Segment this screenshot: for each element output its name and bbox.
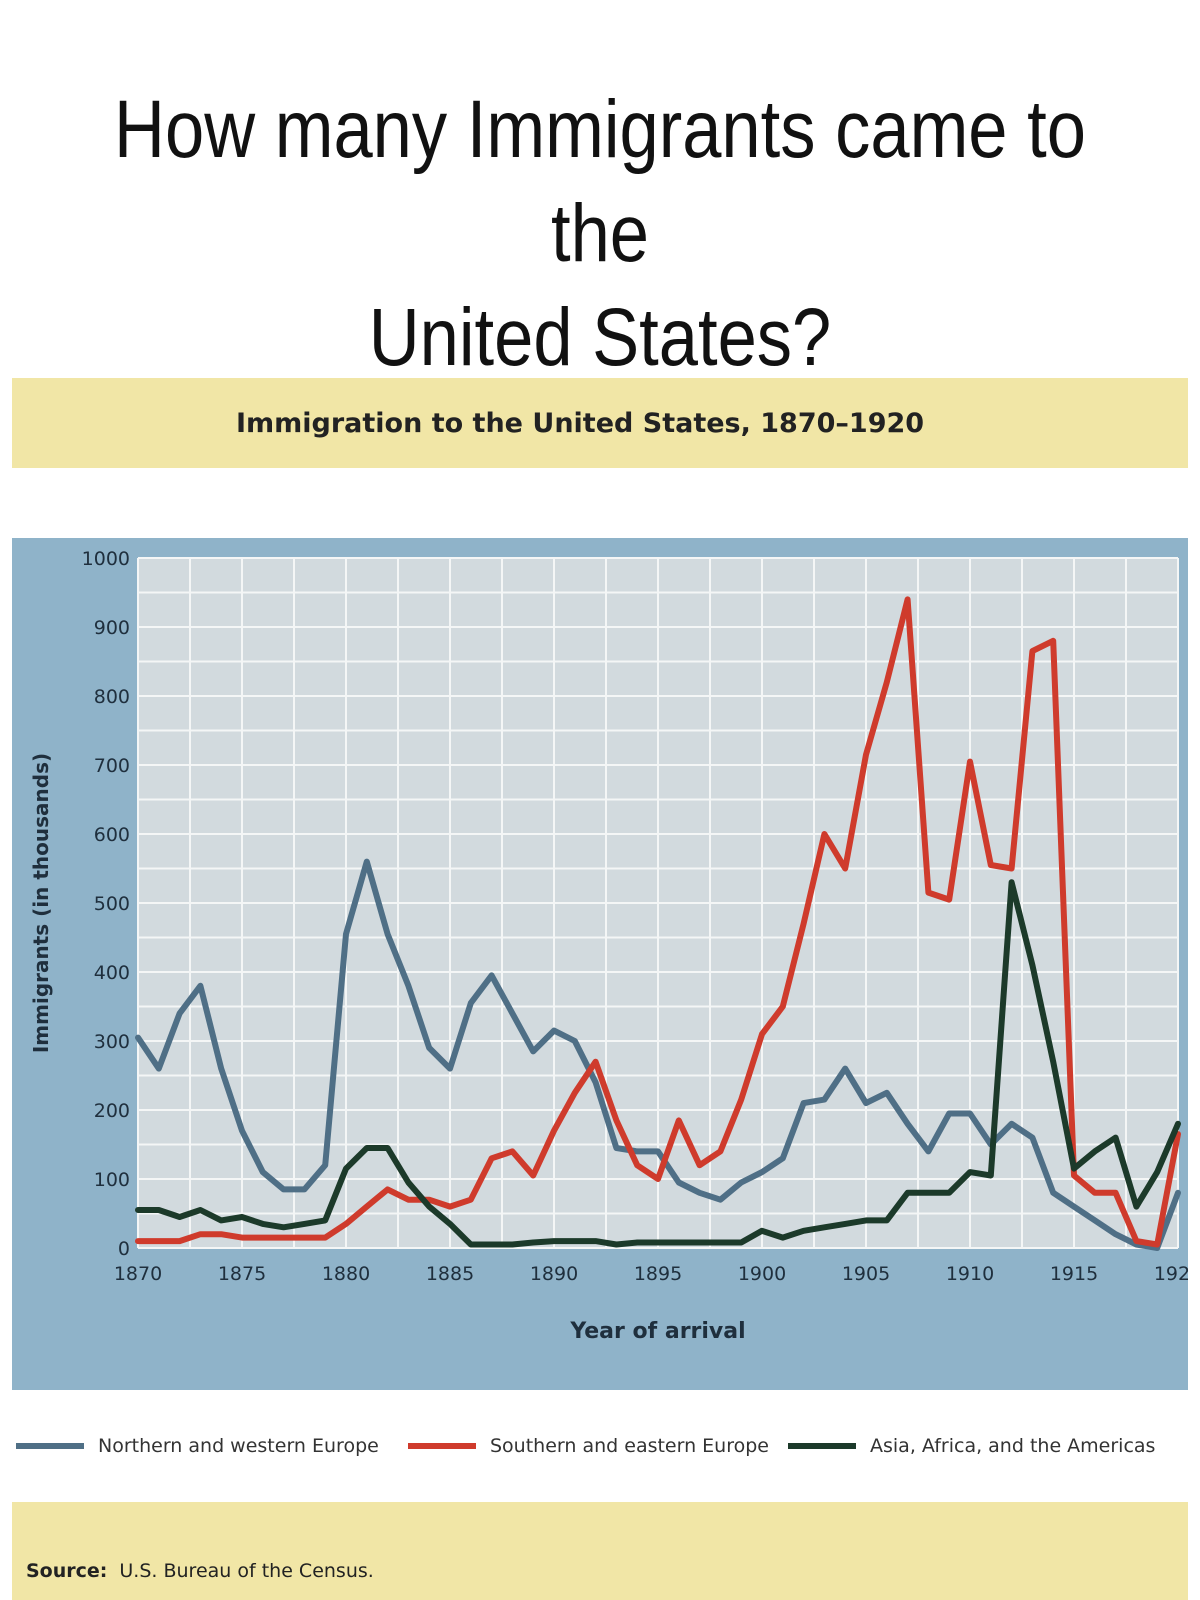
x-tick-label: 1870 (114, 1263, 162, 1285)
legend-item-asia-africa-americas: Asia, Africa, and the Americas (788, 1426, 1155, 1466)
source-band: Source: U.S. Bureau of the Census. (12, 1502, 1188, 1600)
legend-swatch-southern-eastern (408, 1443, 476, 1449)
x-tick-label: 1880 (322, 1263, 370, 1285)
y-tick-label: 1000 (82, 548, 130, 570)
series-line-2 (135, 879, 1181, 1248)
source-text: U.S. Bureau of the Census. (119, 1560, 374, 1582)
y-tick-label: 400 (94, 962, 130, 984)
legend-label-asia-africa-americas: Asia, Africa, and the Americas (870, 1435, 1156, 1457)
slide-title-line-1: How many Immigrants came to the (114, 84, 1086, 279)
y-tick-label: 0 (118, 1238, 130, 1260)
y-tick-label: 700 (94, 755, 130, 777)
legend-item-northern-western: Northern and western Europe (16, 1426, 379, 1466)
chart-title-band: Immigration to the United States, 1870–1… (12, 378, 1188, 468)
x-tick-labels: 1870 1875 1880 1885 1890 1895 1900 1905 1910 1915… (114, 1263, 1188, 1285)
series-line-0 (135, 858, 1181, 1251)
y-tick-labels: 0 100 200 300 400 500 600 700 800 900 1000 (82, 548, 130, 1260)
legend-swatch-northern-western (16, 1443, 84, 1449)
series-line-1 (135, 596, 1181, 1248)
legend: Northern and western Europe Southern and… (12, 1426, 1188, 1466)
y-tick-label: 500 (94, 893, 130, 915)
x-tick-label: 1905 (842, 1263, 890, 1285)
x-axis-label: Year of arrival (569, 1319, 745, 1344)
slide-title: How many Immigrants came to the United S… (84, 78, 1116, 390)
source-label: Source: (26, 1560, 108, 1582)
y-tick-label: 200 (94, 1100, 130, 1122)
x-tick-label: 1910 (946, 1263, 994, 1285)
chart-title: Immigration to the United States, 1870–1… (235, 407, 925, 439)
source-note: Source: U.S. Bureau of the Census. (26, 1560, 374, 1582)
x-tick-label: 1915 (1050, 1263, 1098, 1285)
legend-label-southern-eastern: Southern and eastern Europe (490, 1435, 769, 1457)
y-tick-label: 100 (94, 1169, 130, 1191)
y-axis-label: Immigrants (in thousands) (29, 753, 53, 1053)
y-tick-label: 900 (94, 617, 130, 639)
x-tick-label: 1890 (530, 1263, 578, 1285)
x-tick-label: 1920 (1154, 1263, 1188, 1285)
y-tick-label: 300 (94, 1031, 130, 1053)
series-lines (135, 596, 1181, 1251)
y-tick-label: 800 (94, 686, 130, 708)
x-tick-label: 1895 (634, 1263, 682, 1285)
chart-frame: 0 100 200 300 400 500 600 700 800 900 1000 1870 187… (12, 538, 1188, 1390)
x-tick-label: 1900 (738, 1263, 786, 1285)
grid (137, 557, 1179, 1249)
y-tick-label: 600 (94, 824, 130, 846)
legend-label-northern-western: Northern and western Europe (98, 1435, 379, 1457)
x-tick-label: 1875 (218, 1263, 266, 1285)
slide-title-line-2: United States? (368, 292, 832, 383)
legend-item-southern-eastern: Southern and eastern Europe (408, 1426, 769, 1466)
x-tick-label: 1885 (426, 1263, 474, 1285)
legend-swatch-asia-africa-americas (788, 1443, 856, 1449)
